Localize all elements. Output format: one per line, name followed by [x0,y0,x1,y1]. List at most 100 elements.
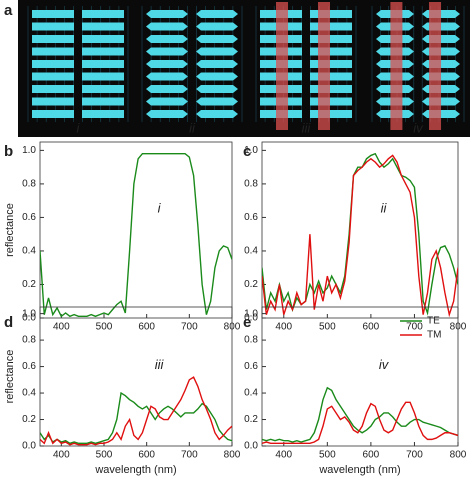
x-tick-label: 500 [319,450,336,461]
annotation: ii [381,200,388,215]
legend-label: TM [427,330,441,341]
x-tick-label: 700 [406,322,423,333]
waveguide-decor [82,60,124,68]
waveguide-decor [82,85,124,93]
plot-frame [39,306,233,447]
waveguide-decor [32,110,74,118]
overlay-decor [390,2,403,130]
y-tick-label: 0.0 [244,441,258,452]
x-tick-label: 400 [53,322,70,333]
data-line [40,376,232,446]
y-tick-label: 0.0 [22,313,36,324]
waveguide-decor [146,47,188,56]
y-tick-label: 1.0 [244,145,258,156]
y-tick-label: 0.2 [22,414,36,425]
y-tick-label: 0.0 [244,313,258,324]
waveguide-decor [82,97,124,106]
x-tick-label: 600 [363,450,380,461]
y-tick-label: 0.6 [244,361,258,372]
x-axis-label: wavelength (nm) [318,464,400,476]
overlay-decor [276,2,288,130]
y-tick-label: 0.4 [244,246,258,257]
y-tick-label: 0.8 [244,335,258,346]
plot-frame [39,141,233,319]
x-tick-label: 400 [275,450,292,461]
waveguide-decor [196,85,238,93]
y-tick-label: 1.0 [22,308,36,319]
y-tick-label: 0.2 [22,279,36,290]
waveguide-decor [196,35,238,43]
annotation: iv [379,357,390,372]
waveguide-decor [146,60,188,68]
waveguide-decor [310,22,352,31]
x-tick-label: 700 [406,450,423,461]
waveguide-decor [196,110,238,118]
waveguide-decor [146,10,188,18]
waveguide-decor [196,22,238,31]
caption: iii [302,120,312,135]
x-axis-label: wavelength (nm) [94,464,176,476]
waveguide-decor [196,10,238,18]
x-tick-label: 700 [181,322,198,333]
waveguide-decor [146,85,188,93]
waveguide-decor [310,97,352,106]
waveguide-decor [32,22,74,31]
waveguide-decor [310,72,352,81]
overlay-decor [318,2,330,130]
waveguide-decor [32,85,74,93]
legend-label: TE [427,316,440,327]
annotation: i [158,200,162,215]
x-tick-label: 400 [275,322,292,333]
waveguide-decor [196,60,238,68]
waveguide-decor [196,47,238,56]
data-line [40,153,232,318]
plot-frame [261,141,459,319]
panel-label: b [4,143,13,160]
waveguide-decor [146,35,188,43]
x-tick-label: 600 [138,450,155,461]
waveguide-decor [146,72,188,81]
waveguide-decor [310,85,352,93]
x-tick-label: 500 [96,322,113,333]
y-tick-label: 0.6 [22,361,36,372]
y-tick-label: 0.2 [244,414,258,425]
panel-label: c [243,143,251,160]
y-tick-label: 1.0 [244,308,258,319]
waveguide-decor [310,10,352,18]
waveguide-decor [82,110,124,118]
y-tick-label: 0.6 [244,212,258,223]
data-line [40,391,232,445]
waveguide-decor [32,72,74,81]
panel-label: e [243,314,251,331]
x-tick-label: 600 [363,322,380,333]
panel-label: d [4,314,13,331]
y-tick-label: 0.4 [22,388,36,399]
x-tick-label: 500 [319,322,336,333]
panel-label: a [4,2,13,19]
x-tick-label: 800 [450,450,467,461]
waveguide-decor [310,35,352,43]
y-tick-label: 0.8 [22,335,36,346]
y-tick-label: 0.8 [22,179,36,190]
waveguide-decor [32,35,74,43]
x-tick-label: 600 [138,322,155,333]
waveguide-decor [32,47,74,56]
waveguide-decor [82,10,124,18]
data-line [262,154,458,318]
waveguide-decor [32,10,74,18]
waveguide-decor [196,72,238,81]
data-line [262,401,458,445]
caption: iv [413,120,424,135]
waveguide-decor [146,97,188,106]
y-axis-label: reflectance [4,350,16,404]
overlay-decor [429,2,442,130]
waveguide-decor [146,110,188,118]
data-line [262,386,458,443]
x-tick-label: 800 [224,450,241,461]
y-tick-label: 0.4 [22,246,36,257]
x-tick-label: 700 [181,450,198,461]
waveguide-decor [196,97,238,106]
waveguide-decor [310,47,352,56]
waveguide-decor [82,72,124,81]
y-axis-label: reflectance [4,203,16,257]
